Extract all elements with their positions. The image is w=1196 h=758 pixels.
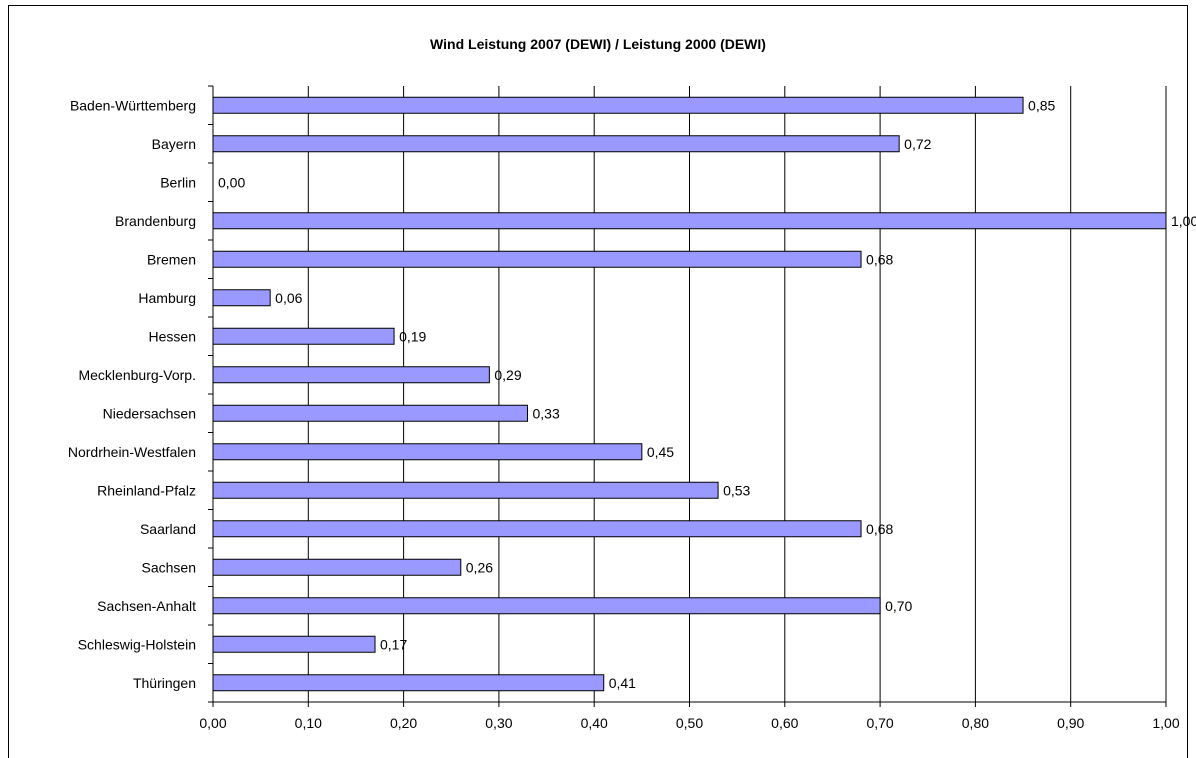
x-tick-label: 0,70 <box>866 715 893 731</box>
category-label: Berlin <box>160 174 196 190</box>
category-label: Sachsen <box>142 559 196 575</box>
category-label: Bremen <box>147 251 196 267</box>
bar <box>212 327 395 345</box>
data-label: 0,17 <box>380 636 407 652</box>
data-label: 0,85 <box>1028 97 1055 113</box>
category-label: Saarland <box>140 521 196 537</box>
data-label: 0,68 <box>866 251 893 267</box>
bar <box>212 597 881 615</box>
bar <box>212 366 490 384</box>
x-tick-label: 0,20 <box>390 715 417 731</box>
x-tick-label: 0,00 <box>199 715 226 731</box>
bar <box>212 135 900 153</box>
data-label: 0,06 <box>275 290 302 306</box>
category-label: Rheinland-Pfalz <box>97 482 196 498</box>
category-label: Hamburg <box>138 290 196 306</box>
bar <box>212 404 528 422</box>
data-label: 0,45 <box>647 444 674 460</box>
category-label: Baden-Württemberg <box>70 97 196 113</box>
bar <box>212 558 462 576</box>
bar <box>212 520 862 538</box>
data-label: 0,00 <box>218 174 245 190</box>
chart-frame <box>8 5 1188 758</box>
chart-title: Wind Leistung 2007 (DEWI) / Leistung 200… <box>430 36 766 52</box>
data-label: 0,29 <box>494 367 521 383</box>
x-tick-label: 0,30 <box>485 715 512 731</box>
category-label: Brandenburg <box>115 213 196 229</box>
bar <box>212 96 1024 114</box>
category-label: Mecklenburg-Vorp. <box>78 367 196 383</box>
data-label: 0,41 <box>609 675 636 691</box>
category-label: Schleswig-Holstein <box>78 636 196 652</box>
x-tick-label: 0,80 <box>962 715 989 731</box>
category-label: Niedersachsen <box>103 405 196 421</box>
data-label: 1,00 <box>1171 213 1196 229</box>
category-label: Hessen <box>149 328 196 344</box>
bar <box>212 250 862 268</box>
x-tick-label: 0,60 <box>771 715 798 731</box>
bar <box>212 635 376 653</box>
bar <box>212 212 1167 230</box>
bar <box>212 443 643 461</box>
data-label: 0,68 <box>866 521 893 537</box>
data-label: 0,26 <box>466 559 493 575</box>
data-label: 0,70 <box>885 598 912 614</box>
category-label: Bayern <box>152 136 196 152</box>
x-tick-label: 1,00 <box>1152 715 1179 731</box>
bar <box>212 674 605 692</box>
x-tick-label: 0,50 <box>676 715 703 731</box>
category-label: Thüringen <box>133 675 196 691</box>
x-tick-label: 0,40 <box>581 715 608 731</box>
x-tick-label: 0,10 <box>295 715 322 731</box>
data-label: 0,53 <box>723 482 750 498</box>
data-label: 0,72 <box>904 136 931 152</box>
data-label: 0,33 <box>532 405 559 421</box>
bar <box>212 481 719 499</box>
data-label: 0,19 <box>399 328 426 344</box>
bar <box>212 289 271 307</box>
x-tick-label: 0,90 <box>1057 715 1084 731</box>
category-label: Sachsen-Anhalt <box>97 598 196 614</box>
category-label: Nordrhein-Westfalen <box>68 444 196 460</box>
